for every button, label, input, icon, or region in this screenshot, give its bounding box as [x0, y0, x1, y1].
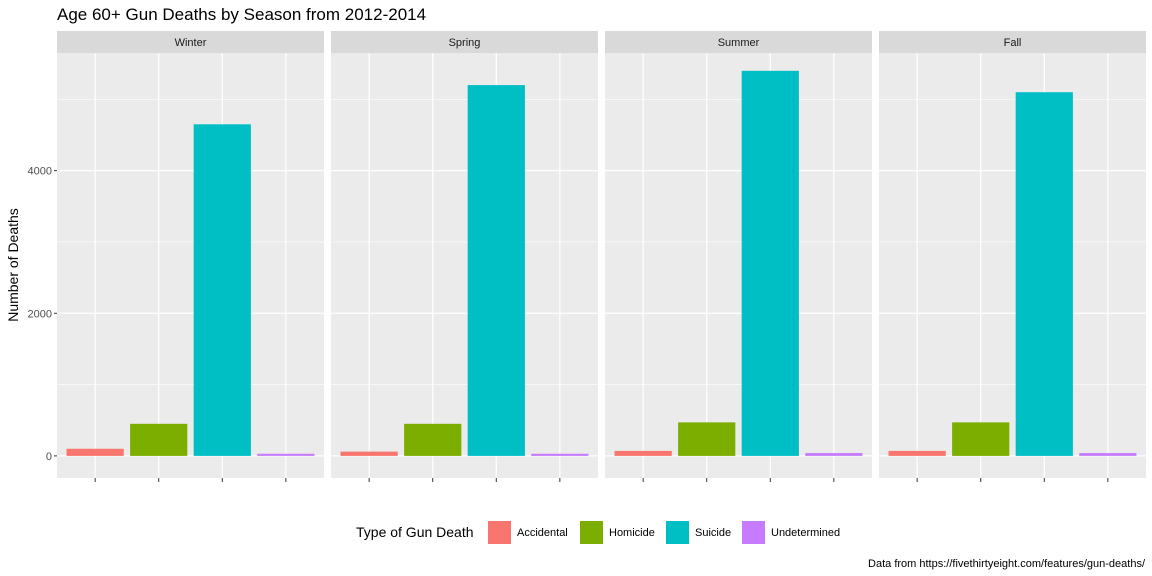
bar-winter-suicide: [193, 124, 251, 456]
bar-fall-undetermined: [1079, 453, 1137, 456]
panel-background: [331, 53, 598, 478]
y-axis-title: Number of Deaths: [5, 208, 21, 322]
y-tick-label: 2000: [28, 308, 52, 320]
facet-panel-winter: Winter: [57, 31, 324, 482]
bar-fall-suicide: [1015, 92, 1073, 456]
bar-summer-accidental: [614, 450, 672, 456]
y-tick-label: 0: [46, 451, 52, 463]
panel-background: [57, 53, 324, 478]
facet-panel-fall: Fall: [879, 31, 1146, 482]
legend-label-undetermined: Undetermined: [771, 527, 840, 539]
facet-strip-label: Summer: [718, 37, 760, 49]
panel-background: [605, 53, 872, 478]
panel-background: [879, 53, 1146, 478]
bar-summer-homicide: [678, 422, 736, 456]
facet-strip-label: Fall: [1004, 37, 1022, 49]
bar-spring-undetermined: [531, 453, 589, 456]
bar-summer-suicide: [741, 70, 799, 456]
legend-label-suicide: Suicide: [695, 527, 731, 539]
bar-spring-suicide: [467, 85, 525, 456]
bar-spring-accidental: [340, 451, 398, 456]
facet-panel-summer: Summer: [605, 31, 872, 482]
legend-title: Type of Gun Death: [356, 524, 474, 540]
bar-winter-homicide: [130, 423, 188, 456]
chart-title: Age 60+ Gun Deaths by Season from 2012-2…: [57, 5, 426, 24]
legend-key-undetermined: [742, 521, 765, 544]
bar-spring-homicide: [404, 423, 462, 456]
facet-panel-spring: Spring: [331, 31, 598, 482]
bar-summer-undetermined: [805, 453, 863, 456]
facet-strip: [879, 31, 1146, 53]
facet-strip: [331, 31, 598, 53]
bar-winter-accidental: [66, 448, 124, 456]
legend-label-homicide: Homicide: [609, 527, 655, 539]
legend-key-suicide: [666, 521, 689, 544]
facet-strip: [605, 31, 872, 53]
legend-key-accidental: [488, 521, 511, 544]
facet-strip-label: Spring: [449, 37, 481, 49]
legend: Type of Gun Death Accidental Homicide Suic…: [356, 521, 840, 544]
facet-strip: [57, 31, 324, 53]
caption: Data from https://fivethirtyeight.com/fe…: [868, 558, 1146, 570]
bar-winter-undetermined: [257, 453, 315, 456]
legend-key-homicide: [580, 521, 603, 544]
facet-panels: 0 2000 4000 Winter Spring Summer Fall: [28, 31, 1146, 482]
bar-fall-homicide: [952, 422, 1010, 456]
facet-strip-label: Winter: [175, 37, 207, 49]
legend-label-accidental: Accidental: [517, 527, 568, 539]
bar-fall-accidental: [888, 450, 946, 456]
y-tick-label: 4000: [28, 166, 52, 178]
